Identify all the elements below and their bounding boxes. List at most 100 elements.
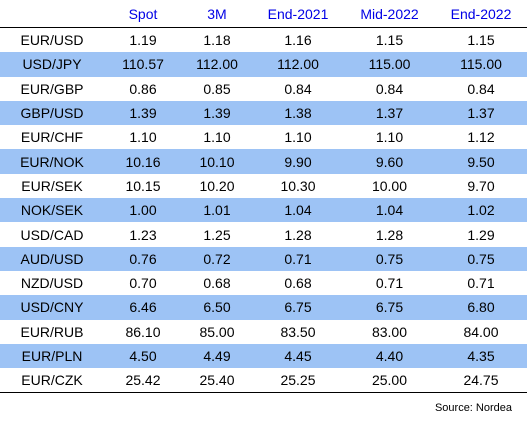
value-cell: 0.84 bbox=[375, 80, 404, 97]
value-cell: 4.35 bbox=[435, 343, 527, 369]
pair-cell: USD/CNY bbox=[0, 295, 104, 320]
source-note: Source: Nordea bbox=[434, 402, 512, 414]
value-cell: 86.10 bbox=[125, 323, 161, 340]
value-cell: 0.68 bbox=[284, 275, 312, 292]
value-cell: 1.38 bbox=[252, 100, 344, 126]
value-cell: 6.75 bbox=[252, 295, 344, 320]
pair-cell: EUR/CHF bbox=[20, 129, 84, 146]
pair-cell: USD/CAD bbox=[20, 226, 84, 243]
table-row: NZD/USD 0.70 0.68 0.68 0.71 0.71 bbox=[0, 271, 527, 295]
value-cell: 10.15 bbox=[125, 177, 161, 194]
header-mid-2022: Mid-2022 bbox=[344, 0, 435, 28]
value-cell: 1.37 bbox=[344, 100, 435, 126]
value-cell: 83.50 bbox=[280, 323, 316, 340]
value-cell: 4.50 bbox=[104, 343, 182, 369]
value-cell: 1.28 bbox=[284, 226, 312, 243]
header-pair bbox=[0, 0, 104, 28]
value-cell: 25.00 bbox=[344, 368, 435, 394]
value-cell: 0.75 bbox=[435, 246, 527, 271]
value-cell: 1.10 bbox=[129, 129, 157, 146]
value-cell: 1.15 bbox=[375, 32, 404, 49]
value-cell: 0.70 bbox=[129, 275, 157, 292]
value-cell: 9.70 bbox=[467, 177, 495, 194]
value-cell: 1.10 bbox=[375, 129, 404, 146]
table-row: USD/JPY 110.57 112.00 112.00 115.00 115.… bbox=[0, 52, 527, 77]
table-row: EUR/CHF 1.10 1.10 1.10 1.10 1.12 bbox=[0, 125, 527, 149]
value-cell: 6.50 bbox=[182, 295, 252, 320]
table-row: EUR/NOK 10.16 10.10 9.90 9.60 9.50 bbox=[0, 149, 527, 174]
value-cell: 10.16 bbox=[104, 149, 182, 174]
value-cell: 1.04 bbox=[252, 198, 344, 223]
value-cell: 1.15 bbox=[467, 32, 495, 49]
value-cell: 0.68 bbox=[203, 275, 231, 292]
value-cell: 1.10 bbox=[284, 129, 312, 146]
value-cell: 1.39 bbox=[104, 100, 182, 126]
table-row: EUR/PLN 4.50 4.49 4.45 4.40 4.35 bbox=[0, 343, 527, 369]
value-cell: 0.71 bbox=[467, 275, 495, 292]
header-end-2021: End-2021 bbox=[252, 0, 344, 28]
value-cell: 25.25 bbox=[252, 368, 344, 394]
pair-cell: AUD/USD bbox=[0, 246, 104, 271]
pair-cell: GBP/USD bbox=[0, 100, 104, 126]
value-cell: 4.45 bbox=[252, 343, 344, 369]
value-cell: 110.57 bbox=[104, 52, 182, 77]
pair-cell: EUR/RUB bbox=[20, 323, 84, 340]
table-row: GBP/USD 1.39 1.39 1.38 1.37 1.37 bbox=[0, 100, 527, 126]
value-cell: 10.20 bbox=[199, 177, 235, 194]
header-row: Spot 3M End-2021 Mid-2022 End-2022 bbox=[0, 0, 527, 28]
value-cell: 1.16 bbox=[284, 32, 312, 49]
value-cell: 0.84 bbox=[467, 80, 495, 97]
value-cell: 115.00 bbox=[344, 52, 435, 77]
value-cell: 112.00 bbox=[182, 52, 252, 77]
pair-cell: NOK/SEK bbox=[0, 198, 104, 223]
value-cell: 1.19 bbox=[129, 32, 157, 49]
value-cell: 1.29 bbox=[467, 226, 495, 243]
value-cell: 1.10 bbox=[203, 129, 231, 146]
value-cell: 1.37 bbox=[435, 100, 527, 126]
table-row: EUR/CZK 25.42 25.40 25.25 25.00 24.75 bbox=[0, 368, 527, 394]
value-cell: 1.04 bbox=[344, 198, 435, 223]
value-cell: 1.02 bbox=[435, 198, 527, 223]
value-cell: 0.71 bbox=[252, 246, 344, 271]
value-cell: 9.60 bbox=[344, 149, 435, 174]
value-cell: 84.00 bbox=[463, 323, 499, 340]
value-cell: 112.00 bbox=[252, 52, 344, 77]
value-cell: 1.23 bbox=[129, 226, 157, 243]
value-cell: 9.50 bbox=[435, 149, 527, 174]
pair-cell: USD/JPY bbox=[0, 52, 104, 77]
value-cell: 10.30 bbox=[280, 177, 316, 194]
value-cell: 83.00 bbox=[371, 323, 408, 340]
pair-cell: EUR/USD bbox=[20, 32, 84, 49]
value-cell: 1.18 bbox=[203, 32, 231, 49]
value-cell: 115.00 bbox=[435, 52, 527, 77]
value-cell: 0.75 bbox=[344, 246, 435, 271]
table-row: EUR/RUB 86.10 85.00 83.50 83.00 84.00 bbox=[0, 320, 527, 344]
value-cell: 0.85 bbox=[203, 80, 231, 97]
value-cell: 1.12 bbox=[467, 129, 495, 146]
table-row: AUD/USD 0.76 0.72 0.71 0.75 0.75 bbox=[0, 246, 527, 271]
table-row: EUR/USD 1.19 1.18 1.16 1.15 1.15 bbox=[0, 28, 527, 53]
value-cell: 1.25 bbox=[203, 226, 231, 243]
value-cell: 25.40 bbox=[182, 368, 252, 394]
value-cell: 25.42 bbox=[104, 368, 182, 394]
value-cell: 4.49 bbox=[182, 343, 252, 369]
pair-cell: EUR/SEK bbox=[21, 177, 83, 194]
pair-cell: EUR/GBP bbox=[20, 80, 84, 97]
value-cell: 0.86 bbox=[129, 80, 157, 97]
pair-cell: EUR/NOK bbox=[0, 149, 104, 174]
table-row: NOK/SEK 1.00 1.01 1.04 1.04 1.02 bbox=[0, 198, 527, 223]
value-cell: 0.72 bbox=[182, 246, 252, 271]
value-cell: 4.40 bbox=[344, 343, 435, 369]
pair-cell: EUR/PLN bbox=[0, 343, 104, 369]
value-cell: 6.46 bbox=[104, 295, 182, 320]
value-cell: 0.84 bbox=[284, 80, 312, 97]
value-cell: 1.28 bbox=[375, 226, 404, 243]
header-spot: Spot bbox=[104, 0, 182, 28]
header-3m: 3M bbox=[182, 0, 252, 28]
value-cell: 1.01 bbox=[182, 198, 252, 223]
value-cell: 6.80 bbox=[435, 295, 527, 320]
table-row: USD/CAD 1.23 1.25 1.28 1.28 1.29 bbox=[0, 222, 527, 246]
value-cell: 10.00 bbox=[371, 177, 408, 194]
header-end-2022: End-2022 bbox=[435, 0, 527, 28]
table-row: EUR/GBP 0.86 0.85 0.84 0.84 0.84 bbox=[0, 77, 527, 101]
